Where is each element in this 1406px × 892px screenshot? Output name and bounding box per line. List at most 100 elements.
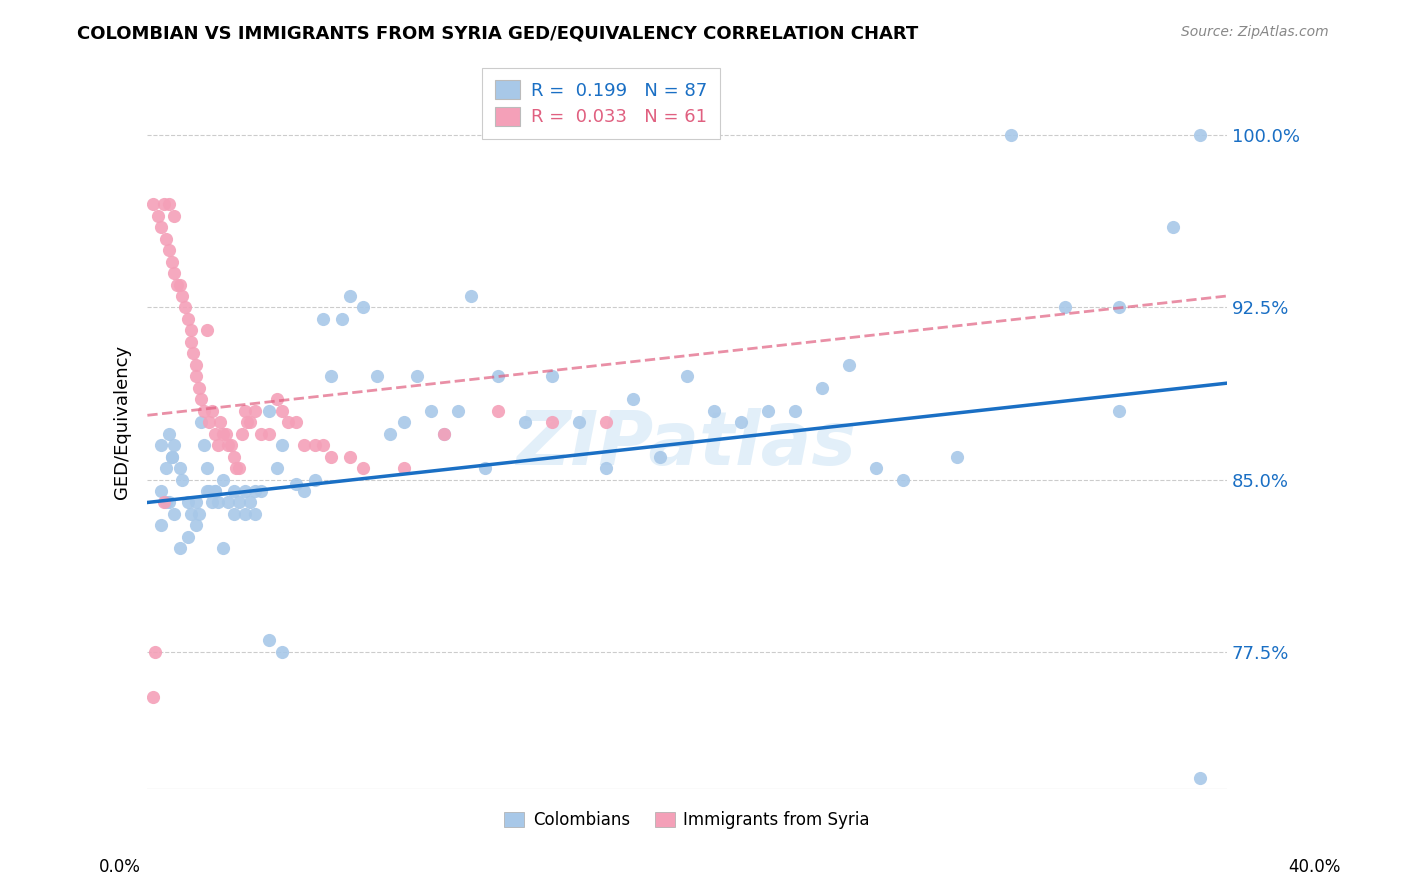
- Point: [222, 507, 245, 521]
- Point: [184, 518, 207, 533]
- Point: [214, 426, 236, 441]
- Point: [195, 461, 218, 475]
- Point: [180, 334, 202, 349]
- Point: [219, 438, 242, 452]
- Point: [811, 381, 834, 395]
- Point: [169, 461, 191, 475]
- Point: [166, 277, 188, 292]
- Point: [212, 426, 235, 441]
- Point: [209, 415, 232, 429]
- Point: [204, 426, 226, 441]
- Point: [392, 461, 415, 475]
- Point: [474, 461, 496, 475]
- Point: [228, 495, 250, 509]
- Point: [180, 323, 202, 337]
- Point: [217, 495, 239, 509]
- Point: [149, 220, 172, 235]
- Point: [212, 473, 235, 487]
- Point: [271, 403, 294, 417]
- Point: [177, 495, 200, 509]
- Point: [225, 461, 247, 475]
- Point: [163, 438, 186, 452]
- Point: [190, 392, 212, 407]
- Point: [447, 403, 470, 417]
- Point: [292, 438, 315, 452]
- Point: [152, 197, 174, 211]
- Point: [319, 450, 342, 464]
- Point: [730, 415, 752, 429]
- Point: [236, 415, 259, 429]
- Point: [233, 483, 256, 498]
- Text: 0.0%: 0.0%: [98, 858, 141, 876]
- Point: [169, 541, 191, 556]
- Point: [541, 369, 564, 384]
- Point: [257, 633, 280, 648]
- Point: [838, 358, 860, 372]
- Point: [160, 450, 183, 464]
- Point: [339, 289, 361, 303]
- Point: [187, 381, 209, 395]
- Point: [621, 392, 644, 407]
- Point: [201, 495, 224, 509]
- Point: [233, 507, 256, 521]
- Point: [160, 450, 183, 464]
- Point: [595, 461, 617, 475]
- Point: [266, 392, 288, 407]
- Point: [271, 438, 294, 452]
- Point: [330, 312, 353, 326]
- Text: COLOMBIAN VS IMMIGRANTS FROM SYRIA GED/EQUIVALENCY CORRELATION CHART: COLOMBIAN VS IMMIGRANTS FROM SYRIA GED/E…: [77, 25, 918, 43]
- Point: [433, 426, 456, 441]
- Point: [756, 403, 779, 417]
- Point: [1188, 128, 1211, 143]
- Point: [169, 277, 191, 292]
- Point: [284, 415, 307, 429]
- Point: [195, 323, 218, 337]
- Text: ZIPatlas: ZIPatlas: [517, 408, 858, 481]
- Point: [380, 426, 402, 441]
- Point: [783, 403, 806, 417]
- Point: [190, 415, 212, 429]
- Point: [257, 403, 280, 417]
- Point: [304, 438, 326, 452]
- Point: [207, 495, 229, 509]
- Point: [157, 426, 180, 441]
- Point: [891, 473, 914, 487]
- Point: [204, 483, 226, 498]
- Point: [339, 450, 361, 464]
- Point: [157, 243, 180, 257]
- Point: [366, 369, 388, 384]
- Point: [239, 415, 262, 429]
- Point: [419, 403, 441, 417]
- Point: [231, 426, 253, 441]
- Point: [595, 415, 617, 429]
- Point: [1108, 301, 1130, 315]
- Point: [245, 507, 267, 521]
- Point: [239, 495, 262, 509]
- Point: [245, 483, 267, 498]
- Point: [163, 209, 186, 223]
- Point: [222, 483, 245, 498]
- Legend: Colombians, Immigrants from Syria: Colombians, Immigrants from Syria: [498, 805, 876, 836]
- Point: [249, 483, 271, 498]
- Point: [1161, 220, 1184, 235]
- Text: Source: ZipAtlas.com: Source: ZipAtlas.com: [1181, 25, 1329, 39]
- Point: [266, 461, 288, 475]
- Point: [157, 495, 180, 509]
- Point: [177, 312, 200, 326]
- Point: [207, 438, 229, 452]
- Point: [142, 690, 165, 705]
- Point: [193, 438, 215, 452]
- Y-axis label: GED/Equivalency: GED/Equivalency: [114, 345, 131, 500]
- Point: [1188, 771, 1211, 785]
- Point: [460, 289, 482, 303]
- Point: [292, 483, 315, 498]
- Point: [217, 438, 239, 452]
- Point: [222, 450, 245, 464]
- Point: [149, 483, 172, 498]
- Point: [1108, 403, 1130, 417]
- Point: [142, 197, 165, 211]
- Point: [312, 438, 335, 452]
- Point: [181, 346, 204, 360]
- Point: [184, 358, 207, 372]
- Point: [174, 301, 197, 315]
